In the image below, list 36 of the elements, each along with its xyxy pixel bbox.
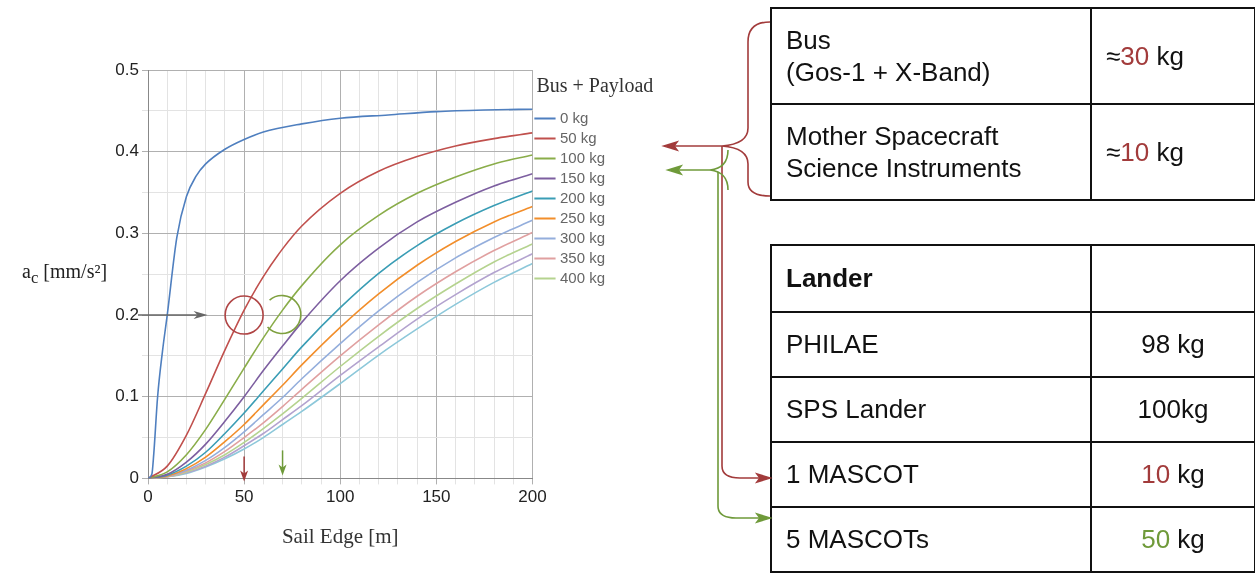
text: 5 MASCOTs <box>771 507 1091 572</box>
text: 98 kg <box>1091 312 1255 377</box>
legend-label: 200 kg <box>559 188 606 206</box>
text: 50 kg <box>1091 507 1255 572</box>
legend-label: 50 kg <box>559 128 597 146</box>
text: PHILAE <box>771 312 1091 377</box>
legend-label: 250 kg <box>559 208 606 226</box>
text: Lander <box>771 245 1091 312</box>
legend-label: 400 kg <box>559 268 606 286</box>
text: SPS Lander <box>771 377 1091 442</box>
text: ≈10 kg <box>1091 104 1255 200</box>
text: 1 MASCOT <box>771 442 1091 507</box>
x-tick-label: 100 <box>326 487 355 507</box>
legend-title: Bus + Payload <box>536 74 654 97</box>
y-tick-label: 0.5 <box>115 59 139 79</box>
y-axis-title: a$_{c}$ [mm/s²] <box>22 260 108 289</box>
x-axis-title: Sail Edge [m] <box>281 523 399 548</box>
text: ≈30 kg <box>1091 8 1255 104</box>
y-tick-label: 0.4 <box>115 141 139 161</box>
legend-label: 350 kg <box>559 248 606 266</box>
legend-label: 150 kg <box>559 168 606 186</box>
text: Mother Spacecraft Science Instruments <box>771 104 1091 200</box>
x-tick-label: 0 <box>143 487 153 507</box>
legend-label: 100 kg <box>559 148 606 166</box>
x-tick-label: 50 <box>234 487 254 507</box>
x-tick-label: 150 <box>422 487 451 507</box>
text: Bus (Gos-1 + X-Band) <box>771 8 1091 104</box>
text: 100kg <box>1091 377 1255 442</box>
text: 10 kg <box>1091 442 1255 507</box>
y-tick-label: 0.2 <box>115 304 139 324</box>
y-tick-label: 0.3 <box>115 223 139 243</box>
y-tick-label: 0 <box>129 468 139 488</box>
legend-label: 0 kg <box>559 108 589 126</box>
legend-label: 300 kg <box>559 228 606 246</box>
y-tick-label: 0.1 <box>115 386 139 406</box>
x-tick-label: 200 <box>518 487 547 507</box>
